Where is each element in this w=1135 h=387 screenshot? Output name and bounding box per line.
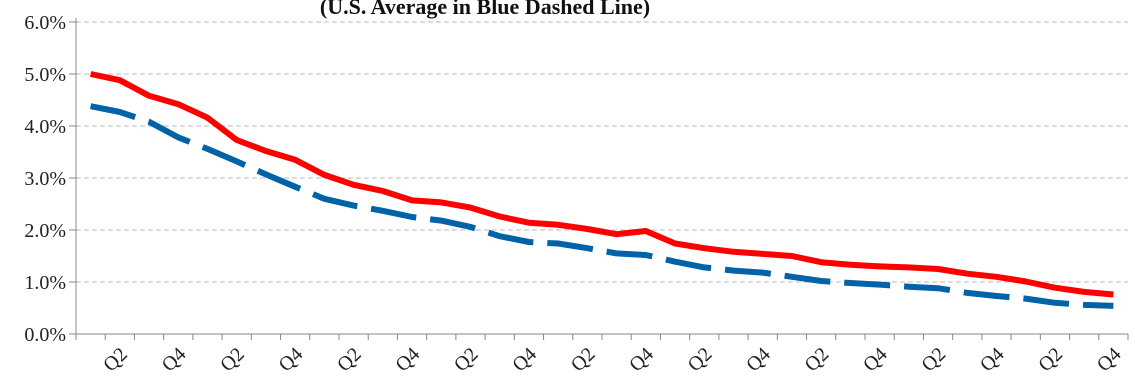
x-tick-label: Q2 (333, 343, 366, 376)
y-axis-ticks: 0.0% 1.0% 2.0% 3.0% 4.0% 5.0% 6.0% (24, 12, 76, 346)
y-tick-label: 5.0% (24, 64, 66, 86)
x-tick-label: Q2 (801, 343, 834, 376)
x-tick-label: Q4 (391, 343, 424, 376)
x-tick-label: Q4 (158, 343, 191, 376)
x-tick-label: Q4 (625, 343, 658, 376)
axes (75, 18, 1128, 335)
y-tick-label: 6.0% (24, 12, 66, 34)
y-tick-label: 1.0% (24, 272, 66, 294)
series-line-blue-dashed (90, 103, 1114, 309)
series-line-red (89, 71, 1114, 298)
series-lines (89, 71, 1114, 309)
x-tick-label: Q4 (1093, 343, 1126, 376)
gridlines (76, 21, 1128, 283)
y-tick-label: 3.0% (24, 168, 66, 190)
y-tick-label: 4.0% (24, 116, 66, 138)
x-tick-label: Q2 (1034, 343, 1067, 376)
y-tick-label: 2.0% (24, 220, 66, 242)
x-tick-label: Q2 (567, 343, 600, 376)
x-tick-label: Q2 (450, 343, 483, 376)
x-tick-label: Q4 (976, 343, 1009, 376)
x-tick-label: Q2 (917, 343, 950, 376)
x-tick-label: Q2 (684, 343, 717, 376)
x-tick-label: Q2 (99, 343, 132, 376)
x-tick-label: Q4 (859, 343, 892, 376)
x-tick-label: Q2 (216, 343, 249, 376)
x-tick-label: Q4 (275, 343, 308, 376)
x-tick-label: Q4 (508, 343, 541, 376)
y-tick-label: 0.0% (24, 324, 66, 346)
x-tick-label: Q4 (742, 343, 775, 376)
chart-subtitle: (U.S. Average in Blue Dashed Line) (320, 0, 650, 19)
x-axis-ticks: Q2Q4Q2Q4Q2Q4Q2Q4Q2Q4Q2Q4Q2Q4Q2Q4Q2Q4Q2 (75, 334, 1129, 376)
